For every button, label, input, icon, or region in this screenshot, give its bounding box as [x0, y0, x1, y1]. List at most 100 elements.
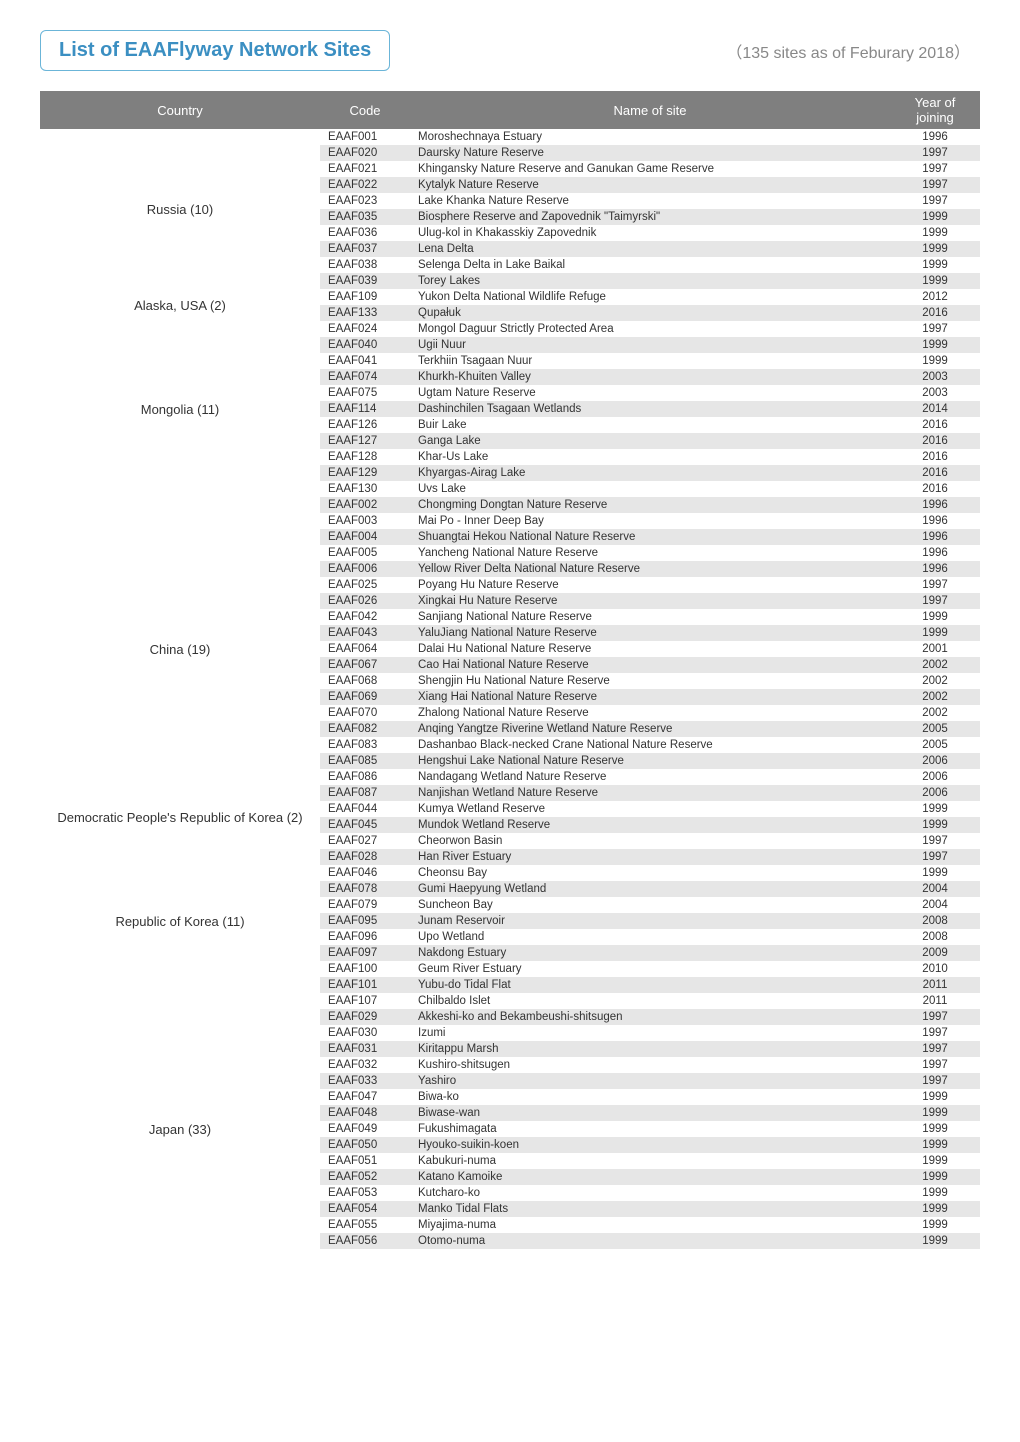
year-cell: 2016	[890, 433, 980, 449]
year-cell: 1997	[890, 833, 980, 849]
site-cell: Izumi	[410, 1025, 890, 1041]
code-cell: EAAF001	[320, 129, 410, 145]
year-cell: 2016	[890, 417, 980, 433]
code-cell: EAAF107	[320, 993, 410, 1009]
year-cell: 1999	[890, 609, 980, 625]
site-cell: Ugtam Nature Reserve	[410, 385, 890, 401]
site-cell: Poyang Hu Nature Reserve	[410, 577, 890, 593]
site-cell: Gumi Haepyung Wetland	[410, 881, 890, 897]
site-cell: Otomo-numa	[410, 1233, 890, 1249]
code-cell: EAAF126	[320, 417, 410, 433]
code-cell: EAAF029	[320, 1009, 410, 1025]
site-cell: Suncheon Bay	[410, 897, 890, 913]
year-cell: 1999	[890, 1153, 980, 1169]
year-cell: 2005	[890, 737, 980, 753]
site-cell: Yellow River Delta National Nature Reser…	[410, 561, 890, 577]
year-cell: 1999	[890, 1185, 980, 1201]
site-cell: Khingansky Nature Reserve and Ganukan Ga…	[410, 161, 890, 177]
code-cell: EAAF046	[320, 865, 410, 881]
code-cell: EAAF041	[320, 353, 410, 369]
site-cell: Ulug-kol in Khakasskiy Zapovednik	[410, 225, 890, 241]
site-cell: Fukushimagata	[410, 1121, 890, 1137]
year-cell: 1999	[890, 273, 980, 289]
site-cell: Shuangtai Hekou National Nature Reserve	[410, 529, 890, 545]
code-cell: EAAF038	[320, 257, 410, 273]
site-cell: Junam Reservoir	[410, 913, 890, 929]
code-cell: EAAF069	[320, 689, 410, 705]
year-cell: 1999	[890, 1201, 980, 1217]
code-cell: EAAF083	[320, 737, 410, 753]
col-code: Code	[320, 91, 410, 129]
code-cell: EAAF078	[320, 881, 410, 897]
site-cell: Nakdong Estuary	[410, 945, 890, 961]
site-cell: Mongol Daguur Strictly Protected Area	[410, 321, 890, 337]
site-cell: Ugii Nuur	[410, 337, 890, 353]
year-cell: 2016	[890, 481, 980, 497]
country-cell: Republic of Korea (11)	[40, 833, 320, 1009]
code-cell: EAAF039	[320, 273, 410, 289]
site-cell: Khar-Us Lake	[410, 449, 890, 465]
site-cell: Yashiro	[410, 1073, 890, 1089]
year-cell: 1997	[890, 321, 980, 337]
year-cell: 1997	[890, 1041, 980, 1057]
table-row: Republic of Korea (11)EAAF027Cheorwon Ba…	[40, 833, 980, 849]
site-cell: Ganga Lake	[410, 433, 890, 449]
code-cell: EAAF086	[320, 769, 410, 785]
site-cell: Nandagang Wetland Nature Reserve	[410, 769, 890, 785]
year-cell: 2003	[890, 369, 980, 385]
site-cell: Biwa-ko	[410, 1089, 890, 1105]
site-cell: Miyajima-numa	[410, 1217, 890, 1233]
code-cell: EAAF037	[320, 241, 410, 257]
code-cell: EAAF031	[320, 1041, 410, 1057]
code-cell: EAAF053	[320, 1185, 410, 1201]
site-cell: Biosphere Reserve and Zapovednik "Taimyr…	[410, 209, 890, 225]
year-cell: 1997	[890, 145, 980, 161]
site-cell: Mundok Wetland Reserve	[410, 817, 890, 833]
code-cell: EAAF003	[320, 513, 410, 529]
code-cell: EAAF028	[320, 849, 410, 865]
year-cell: 1997	[890, 1073, 980, 1089]
year-cell: 2002	[890, 689, 980, 705]
code-cell: EAAF033	[320, 1073, 410, 1089]
code-cell: EAAF040	[320, 337, 410, 353]
code-cell: EAAF025	[320, 577, 410, 593]
year-cell: 1999	[890, 1233, 980, 1249]
site-cell: Mai Po - Inner Deep Bay	[410, 513, 890, 529]
code-cell: EAAF042	[320, 609, 410, 625]
site-cell: Kutcharo-ko	[410, 1185, 890, 1201]
year-cell: 2016	[890, 465, 980, 481]
page-subtitle: （135 sites as of Feburary 2018）	[726, 39, 980, 63]
year-cell: 1999	[890, 353, 980, 369]
year-cell: 1999	[890, 1137, 980, 1153]
year-cell: 1999	[890, 801, 980, 817]
code-cell: EAAF005	[320, 545, 410, 561]
site-cell: Sanjiang National Nature Reserve	[410, 609, 890, 625]
site-cell: Yukon Delta National Wildlife Refuge	[410, 289, 890, 305]
year-cell: 2006	[890, 785, 980, 801]
code-cell: EAAF097	[320, 945, 410, 961]
year-cell: 1999	[890, 865, 980, 881]
year-cell: 2001	[890, 641, 980, 657]
site-cell: Yubu-do Tidal Flat	[410, 977, 890, 993]
site-cell: Anqing Yangtze Riverine Wetland Nature R…	[410, 721, 890, 737]
code-cell: EAAF055	[320, 1217, 410, 1233]
year-cell: 2006	[890, 753, 980, 769]
year-cell: 2008	[890, 913, 980, 929]
year-cell: 2002	[890, 705, 980, 721]
code-cell: EAAF109	[320, 289, 410, 305]
code-cell: EAAF050	[320, 1137, 410, 1153]
year-cell: 1996	[890, 561, 980, 577]
site-cell: Qupałuk	[410, 305, 890, 321]
year-cell: 1999	[890, 1121, 980, 1137]
code-cell: EAAF096	[320, 929, 410, 945]
year-cell: 1999	[890, 1217, 980, 1233]
year-cell: 1999	[890, 1089, 980, 1105]
year-cell: 2009	[890, 945, 980, 961]
site-cell: Biwase-wan	[410, 1105, 890, 1121]
code-cell: EAAF052	[320, 1169, 410, 1185]
year-cell: 1999	[890, 1169, 980, 1185]
site-cell: Torey Lakes	[410, 273, 890, 289]
country-cell: Japan (33)	[40, 1009, 320, 1249]
year-cell: 1999	[890, 1105, 980, 1121]
code-cell: EAAF100	[320, 961, 410, 977]
